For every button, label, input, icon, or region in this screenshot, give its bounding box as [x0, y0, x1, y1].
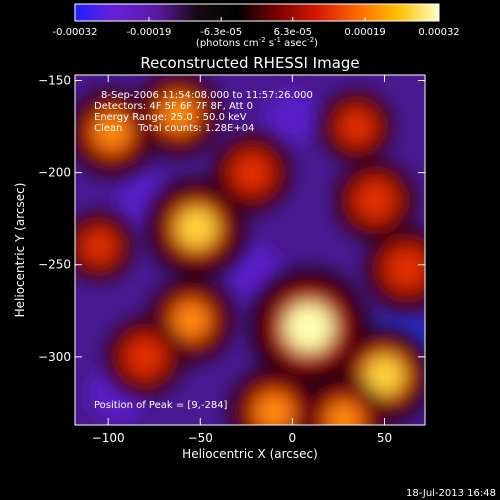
x-axis: −100 −50 0 50 — [92, 75, 392, 445]
heatmap-source-core — [84, 232, 114, 261]
heatmap-negative-region — [265, 90, 319, 144]
heatmap-source-core — [364, 355, 405, 396]
heatmap-source-core — [176, 207, 218, 249]
heatmap-source-core — [235, 156, 268, 189]
y-tick-label: −250 — [38, 258, 71, 272]
annotation-clean-counts: Clean Total counts: 1.28E+04 — [94, 123, 254, 134]
plot-frame — [74, 74, 426, 426]
colorbar-unit-label: (photons cm-2 s-1 asec-2) — [196, 36, 318, 49]
x-tick-label: 0 — [289, 431, 297, 445]
heatmap-area — [75, 75, 425, 425]
colorbar-tick-label: -0.00019 — [126, 27, 171, 38]
y-axis: −150 −200 −250 −300 — [38, 74, 425, 364]
x-tick-label: −50 — [188, 431, 213, 445]
colorbar-tick-label: -0.00032 — [53, 27, 98, 38]
colorbar-ticks: -0.00032 -0.00019 -6.3e-05 6.3e-05 0.00019 0.… — [53, 17, 460, 38]
x-axis-label: Heliocentric X (arcsec) — [182, 447, 318, 461]
x-tick-label: −100 — [92, 431, 125, 445]
heatmap-source-core — [160, 96, 196, 132]
annotation-time-range: 8-Sep-2006 11:54:08.000 to 11:57:26.000 — [101, 90, 313, 101]
heatmap-source-core — [173, 302, 209, 338]
colorbar-tick-label: -6.3e-05 — [200, 27, 242, 38]
y-tick-label: −300 — [38, 350, 71, 364]
y-axis-label: Heliocentric Y (arcsec) — [13, 183, 27, 318]
y-tick-label: −200 — [38, 166, 71, 180]
heatmap-source-core — [255, 393, 293, 425]
heatmap-source-core — [128, 340, 162, 373]
plot-title: Reconstructed RHESSI Image — [140, 54, 359, 72]
heatmap-source-core — [389, 251, 424, 286]
plot-annotations: 8-Sep-2006 11:54:08.000 to 11:57:26.000 … — [94, 90, 313, 411]
colorbar-tick-label: 0.00032 — [418, 27, 459, 38]
heatmap-source-core — [342, 111, 372, 142]
colorbar-tick-label: 6.3e-05 — [274, 27, 312, 38]
heatmap-source-core — [358, 183, 392, 217]
colorbar-tick-label: 0.00019 — [344, 27, 385, 38]
heatmap-source-core — [326, 401, 362, 425]
heatmap-source-core — [93, 114, 130, 151]
colorbar-gradient — [74, 3, 440, 22]
x-tick-label: 50 — [377, 431, 392, 445]
colorbar: -0.00032 -0.00019 -6.3e-05 6.3e-05 0.00019 0.… — [53, 3, 460, 49]
heatmap-source-core — [284, 303, 334, 352]
footer-date: 18-Jul-2013 16:48 — [406, 488, 496, 499]
annotation-energy-range: Energy Range: 25.0 - 50.0 keV — [94, 112, 247, 123]
heatmap-positive-layer — [75, 75, 425, 425]
annotation-detectors: Detectors: 4F 5F 6F 7F 8F, Att 0 — [94, 101, 253, 112]
annotation-peak-position: Position of Peak = [9,-284] — [94, 400, 228, 411]
y-tick-label: −150 — [38, 74, 71, 88]
